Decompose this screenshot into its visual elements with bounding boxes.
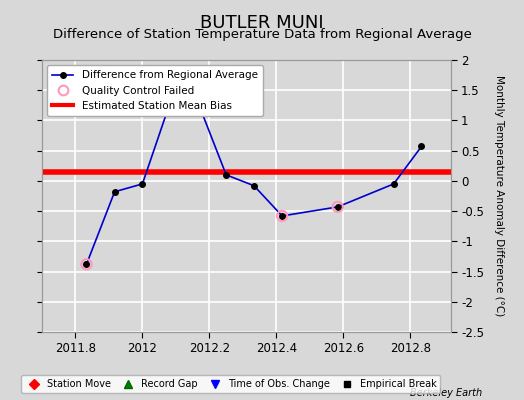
Text: Difference of Station Temperature Data from Regional Average: Difference of Station Temperature Data f… [52,28,472,41]
Text: BUTLER MUNI: BUTLER MUNI [200,14,324,32]
Legend: Station Move, Record Gap, Time of Obs. Change, Empirical Break: Station Move, Record Gap, Time of Obs. C… [20,375,441,393]
Point [278,213,286,219]
Point [334,204,342,210]
Text: Berkeley Earth: Berkeley Earth [410,388,482,398]
Point [194,100,203,107]
Y-axis label: Monthly Temperature Anomaly Difference (°C): Monthly Temperature Anomaly Difference (… [494,75,504,317]
Legend: Difference from Regional Average, Quality Control Failed, Estimated Station Mean: Difference from Regional Average, Qualit… [47,65,263,116]
Point [82,261,91,268]
